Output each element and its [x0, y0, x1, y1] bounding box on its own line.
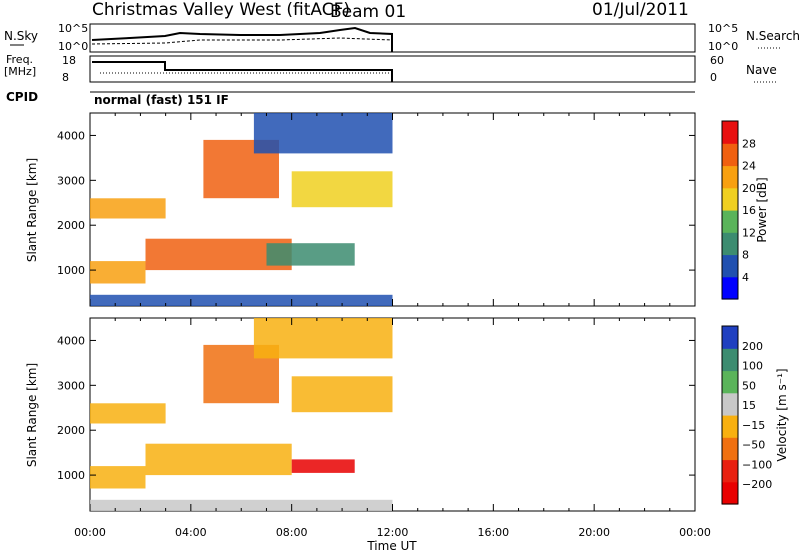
freq-tick-top: 18 — [62, 54, 76, 67]
power-ytick-label: 1000 — [57, 264, 85, 277]
power-cbar-tick-label: 28 — [742, 137, 756, 150]
time-tick-label: 20:00 — [578, 526, 610, 539]
power-colorbar: 28 24 20 16 12 8 4 — [721, 120, 756, 300]
freq-label: Freq. — [6, 53, 33, 66]
power-band — [291, 171, 393, 208]
power-cbar-segment — [722, 232, 738, 256]
velocity-colorbar: 200 100 50 15 −15 −50 −100 −200 — [721, 325, 772, 505]
velocity-band — [253, 318, 393, 359]
velocity-panel: 1000 2000 3000 4000 Slant Range [km] — [25, 317, 696, 512]
power-cbar-tick-label: 8 — [742, 249, 749, 262]
power-cbar-tick-label: 12 — [742, 226, 756, 239]
nave-tick-bottom: 0 — [710, 71, 717, 84]
velocity-cbar-tick-label: −100 — [742, 458, 772, 471]
power-ytick-label: 4000 — [57, 129, 85, 142]
velocity-ylabel: Slant Range [km] — [25, 363, 39, 467]
velocity-cbar-tick-label: −15 — [742, 419, 765, 432]
velocity-cbar-tick-label: 15 — [742, 399, 756, 412]
date-title: 01/Jul/2011 — [592, 0, 689, 20]
station-title: Christmas Valley West (fitACF) — [92, 0, 350, 20]
velocity-xticks — [89, 318, 696, 511]
velocity-band — [90, 499, 393, 511]
velocity-cbar-label: Velocity [m s⁻¹] — [775, 368, 789, 461]
power-panel: 1000 2000 3000 4000 Slant Range [km] — [25, 112, 696, 307]
power-cbar-label: Power [dB] — [755, 177, 769, 242]
freq-trace — [92, 61, 393, 82]
velocity-ytick-label: 1000 — [57, 469, 85, 482]
velocity-cbar-segment — [722, 481, 738, 505]
velocity-cbar-frame — [721, 325, 739, 505]
time-axis-labels: 00:00 04:00 08:00 12:00 16:00 20:00 00:00 — [74, 526, 711, 539]
nsearch-tick-bottom: 10^0 — [708, 40, 738, 53]
velocity-cbar-segment — [722, 348, 738, 372]
nsky-label: N.Sky — [4, 29, 38, 43]
velocity-ytick-label: 2000 — [57, 424, 85, 437]
velocity-band — [90, 466, 146, 489]
velocity-cbar-tick-label: 200 — [742, 340, 763, 353]
power-cbar-segment — [722, 165, 738, 189]
time-tick-label: 04:00 — [175, 526, 207, 539]
power-band — [90, 261, 146, 284]
nave-label: Nave — [746, 63, 777, 77]
time-tick-label: 00:00 — [679, 526, 711, 539]
power-band — [266, 243, 355, 266]
power-ytick-label: 2000 — [57, 219, 85, 232]
time-tick-label: 12:00 — [377, 526, 409, 539]
power-cbar-frame — [721, 120, 739, 300]
nsearch-trace — [91, 37, 393, 45]
nsearch-label: N.Search — [746, 29, 800, 43]
velocity-cbar-tick-label: 50 — [742, 379, 756, 392]
velocity-cbar-segment — [722, 392, 738, 416]
cpid-label: CPID — [6, 90, 38, 104]
time-axis-title: Time UT — [366, 539, 417, 553]
power-band — [253, 113, 393, 154]
nsky-tick-top: 10^5 — [58, 22, 88, 35]
velocity-cbar-tick-label: 100 — [742, 360, 763, 373]
power-cbar-tick-label: 24 — [742, 160, 756, 173]
time-tick-label: 16:00 — [477, 526, 509, 539]
cpid-text: normal (fast) 151 IF — [94, 93, 229, 107]
power-cbar-segment — [722, 254, 738, 278]
power-band — [90, 198, 166, 219]
beam-title: Beam 01 — [330, 2, 406, 22]
velocity-band — [291, 376, 393, 413]
time-tick-label: 08:00 — [276, 526, 308, 539]
freq-tick-bottom: 8 — [62, 71, 69, 84]
power-band — [90, 294, 393, 306]
power-cbar-segment — [722, 210, 738, 233]
velocity-cbar-segment — [722, 459, 738, 483]
freq-unit: [MHz] — [4, 65, 36, 78]
power-ytick-label: 3000 — [57, 174, 85, 187]
nave-tick-top: 60 — [710, 54, 724, 67]
velocity-cbar-tick-label: −200 — [742, 478, 772, 491]
velocity-band — [90, 403, 166, 424]
nsearch-tick-top: 10^5 — [708, 22, 738, 35]
velocity-cbar-segment — [722, 437, 738, 461]
velocity-ytick-label: 4000 — [57, 334, 85, 347]
power-cbar-tick-label: 20 — [742, 182, 756, 195]
nsky-trace — [91, 26, 393, 52]
power-cbar-segment — [722, 121, 738, 144]
velocity-band — [291, 459, 355, 473]
power-xticks — [89, 113, 696, 306]
time-tick-label: 00:00 — [74, 526, 106, 539]
power-cbar-tick-label: 16 — [742, 204, 756, 217]
power-cbar-segment — [722, 276, 738, 300]
power-ylabel: Slant Range [km] — [25, 158, 39, 262]
power-bands — [90, 113, 393, 306]
velocity-cbar-tick-label: −50 — [742, 439, 765, 452]
velocity-cbar-segment — [722, 326, 738, 349]
velocity-cbar-segment — [722, 415, 738, 438]
velocity-band — [145, 443, 292, 476]
power-cbar-segment — [722, 143, 738, 167]
velocity-bands — [90, 318, 393, 511]
power-yticks: 1000 2000 3000 4000 — [57, 129, 695, 277]
velocity-ytick-label: 3000 — [57, 379, 85, 392]
power-cbar-tick-label: 4 — [742, 271, 749, 284]
nsky-tick-bottom: 10^0 — [58, 40, 88, 53]
power-cbar-segment — [722, 187, 738, 211]
velocity-yticks: 1000 2000 3000 4000 — [57, 334, 695, 482]
velocity-cbar-segment — [722, 370, 738, 394]
